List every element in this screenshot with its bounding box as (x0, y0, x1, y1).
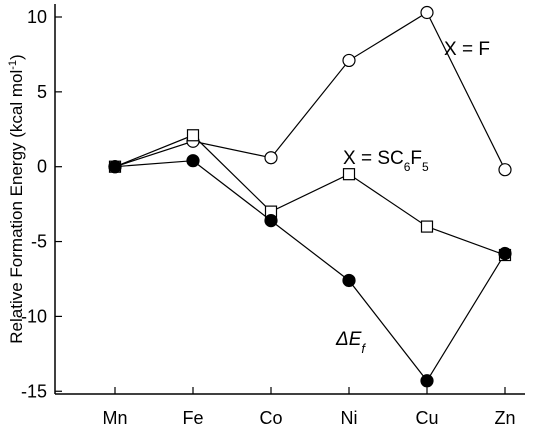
y-tick-label: 5 (37, 82, 47, 102)
data-point-filled-circle (264, 213, 278, 228)
series-line-filled-circle (114, 160, 506, 382)
data-point-open-circle (264, 151, 278, 165)
y-tick-label: -5 (31, 232, 47, 252)
y-tick-label: 0 (37, 157, 47, 177)
annotation-delta-ef: ΔEf (335, 329, 366, 356)
series-line-open-circle (114, 11, 506, 170)
data-point-open-circle (342, 53, 356, 68)
data-point-open-circle (420, 5, 434, 20)
data-point-square (420, 220, 434, 233)
data-point-square (342, 168, 356, 181)
y-axis-title: Relative Formation Energy (kcal mol-1) (7, 54, 26, 343)
y-tick-label: -15 (21, 381, 47, 401)
x-tick-label: Zn (494, 408, 515, 428)
data-point-open-circle (498, 163, 512, 177)
x-tick-label: Co (259, 408, 282, 428)
annotation-x-sc6f5: X = SC6F5 (343, 148, 429, 174)
x-tick-label: Cu (415, 408, 438, 428)
data-point-filled-circle (342, 273, 356, 288)
x-tick-label: Fe (182, 408, 203, 428)
data-point-square (186, 129, 200, 142)
axes (54, 4, 525, 395)
data-point-filled-circle (420, 374, 434, 388)
series-line-open-square (114, 134, 506, 256)
data-point-filled-circle (186, 154, 200, 168)
data-point-filled-circle (498, 246, 512, 261)
data-point-filled-circle (108, 160, 122, 174)
ticks-layer: -15 -10 -5 0 5 10 Mn Fe Co Ni Cu Zn (21, 7, 516, 428)
y-tick-label: -10 (21, 306, 47, 326)
y-tick-label: 10 (27, 7, 47, 27)
annotation-x-f: X = F (444, 39, 490, 60)
x-tick-label: Mn (102, 408, 127, 428)
x-tick-label: Ni (341, 408, 358, 428)
series-layer (108, 5, 512, 388)
